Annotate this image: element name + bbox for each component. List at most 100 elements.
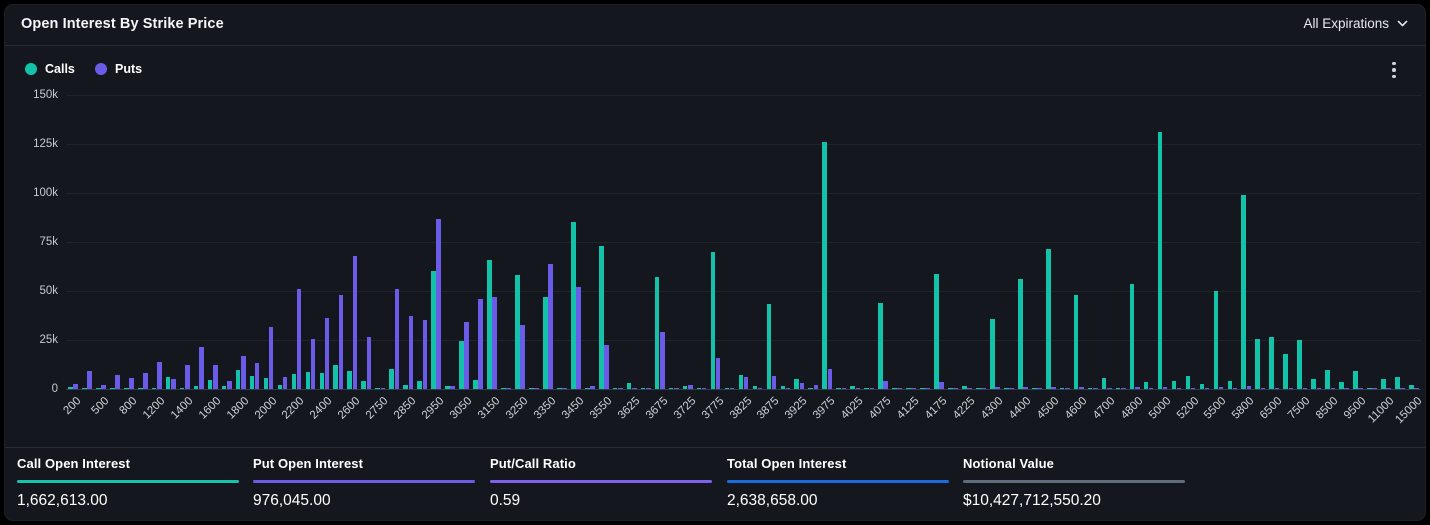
put-bar-3625[interactable]	[632, 388, 637, 389]
call-bar-5000[interactable]	[1157, 132, 1163, 389]
call-bar-3150[interactable]	[487, 259, 492, 389]
call-bar-3675[interactable]	[654, 277, 660, 389]
put-bar-3300[interactable]	[534, 388, 539, 389]
put-bar-5000[interactable]	[1162, 386, 1168, 389]
put-bar-9000[interactable]	[1344, 388, 1350, 389]
put-bar-2750[interactable]	[380, 388, 386, 389]
put-bar-3850[interactable]	[757, 388, 763, 389]
put-bar-3150[interactable]	[492, 296, 497, 389]
call-bar-4400[interactable]	[1017, 279, 1023, 389]
call-bar-5100[interactable]	[1171, 380, 1177, 389]
put-bar-3900[interactable]	[785, 388, 791, 389]
call-bar-1500[interactable]	[193, 386, 199, 389]
call-bar-4650[interactable]	[1087, 388, 1093, 389]
call-bar-2800[interactable]	[389, 369, 394, 389]
put-bar-2800[interactable]	[394, 289, 400, 389]
put-bar-5500[interactable]	[1218, 387, 1224, 389]
put-bar-5100[interactable]	[1176, 388, 1182, 389]
put-bar-15000[interactable]	[1414, 388, 1419, 389]
call-bar-4200[interactable]	[948, 388, 953, 389]
put-bar-4000[interactable]	[841, 388, 847, 389]
put-bar-3700[interactable]	[673, 388, 679, 389]
call-bar-9000[interactable]	[1339, 382, 1344, 389]
put-bar-3250[interactable]	[520, 325, 525, 389]
put-bar-10000[interactable]	[1372, 388, 1377, 389]
put-bar-200[interactable]	[73, 383, 78, 389]
put-bar-2950[interactable]	[436, 219, 442, 389]
put-bar-1300[interactable]	[171, 379, 176, 389]
call-bar-3875[interactable]	[766, 303, 772, 389]
call-bar-3000[interactable]	[445, 386, 450, 389]
put-bar-4500[interactable]	[1051, 387, 1056, 389]
call-bar-1400[interactable]	[179, 388, 185, 389]
put-bar-600[interactable]	[115, 375, 120, 389]
call-bar-6500[interactable]	[1269, 337, 1275, 389]
call-bar-4900[interactable]	[1143, 382, 1149, 389]
put-bar-1600[interactable]	[212, 365, 218, 389]
call-bar-3700[interactable]	[668, 388, 674, 389]
call-bar-2900[interactable]	[417, 381, 422, 389]
put-bar-3450[interactable]	[576, 287, 581, 389]
call-bar-3650[interactable]	[640, 388, 646, 389]
call-bar-2100[interactable]	[277, 385, 283, 389]
put-bar-1400[interactable]	[185, 364, 190, 389]
call-bar-9500[interactable]	[1353, 370, 1358, 389]
put-bar-7500[interactable]	[1302, 388, 1308, 389]
put-bar-3750[interactable]	[701, 388, 707, 389]
put-bar-2600[interactable]	[352, 255, 358, 389]
put-bar-2700[interactable]	[366, 337, 372, 389]
call-bar-3100[interactable]	[473, 379, 478, 389]
put-bar-4750[interactable]	[1120, 388, 1126, 389]
call-bar-3300[interactable]	[529, 388, 534, 389]
call-bar-4800[interactable]	[1129, 283, 1135, 389]
call-bar-2500[interactable]	[333, 365, 339, 389]
put-bar-4700[interactable]	[1106, 388, 1112, 389]
put-bar-3825[interactable]	[743, 377, 749, 389]
put-bar-4600[interactable]	[1079, 387, 1084, 389]
call-bar-3925[interactable]	[794, 379, 800, 389]
put-bar-4250[interactable]	[981, 388, 986, 389]
call-bar-4350[interactable]	[1004, 388, 1009, 389]
call-bar-4225[interactable]	[962, 386, 967, 389]
put-bar-1000[interactable]	[143, 372, 148, 389]
call-bar-3625[interactable]	[626, 382, 632, 389]
put-bar-4450[interactable]	[1037, 388, 1042, 389]
call-bar-7500[interactable]	[1297, 340, 1302, 389]
call-bar-3900[interactable]	[780, 385, 786, 389]
call-bar-200[interactable]	[68, 387, 73, 389]
put-bar-3550[interactable]	[604, 345, 609, 389]
put-bar-5200[interactable]	[1190, 388, 1196, 389]
put-bar-3200[interactable]	[506, 388, 511, 389]
put-bar-1200[interactable]	[157, 361, 162, 389]
call-bar-2950[interactable]	[431, 271, 436, 389]
call-bar-4175[interactable]	[934, 274, 939, 389]
call-bar-2000[interactable]	[263, 378, 269, 389]
put-bar-500[interactable]	[101, 385, 106, 389]
put-bar-1700[interactable]	[226, 380, 232, 389]
call-bar-7000[interactable]	[1283, 353, 1288, 389]
put-bar-4175[interactable]	[939, 382, 944, 389]
put-bar-3500[interactable]	[590, 386, 595, 389]
call-bar-800[interactable]	[123, 388, 129, 389]
put-bar-4125[interactable]	[911, 388, 917, 389]
call-bar-8500[interactable]	[1325, 369, 1330, 389]
call-bar-3550[interactable]	[598, 245, 604, 389]
put-bar-4800[interactable]	[1134, 387, 1140, 389]
put-bar-4550[interactable]	[1065, 388, 1070, 389]
call-bar-1700[interactable]	[221, 385, 227, 389]
put-bar-400[interactable]	[87, 370, 92, 389]
put-bar-2100[interactable]	[282, 377, 288, 389]
put-bar-4350[interactable]	[1009, 388, 1014, 389]
expiration-filter-dropdown[interactable]: All Expirations	[1301, 14, 1411, 33]
call-bar-4125[interactable]	[906, 388, 911, 389]
legend-item-puts[interactable]: Puts	[95, 62, 142, 76]
call-bar-5500[interactable]	[1213, 291, 1219, 389]
call-bar-4250[interactable]	[976, 388, 981, 389]
call-bar-3400[interactable]	[557, 388, 562, 389]
call-bar-3350[interactable]	[543, 296, 548, 389]
put-bar-8500[interactable]	[1330, 388, 1336, 389]
call-bar-4075[interactable]	[878, 303, 883, 389]
put-bar-5300[interactable]	[1204, 388, 1210, 389]
put-bar-3050[interactable]	[464, 322, 469, 389]
call-bar-1600[interactable]	[207, 379, 213, 389]
